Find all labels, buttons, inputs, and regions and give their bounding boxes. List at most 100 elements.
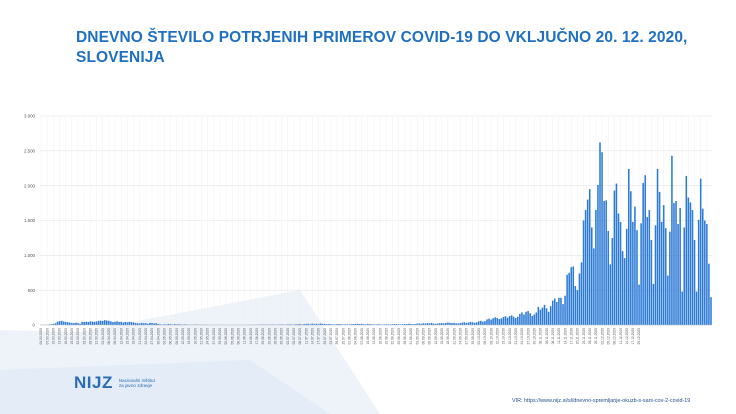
bar	[436, 323, 439, 325]
x-tick-label: 13.08.2020	[372, 328, 376, 345]
x-tick-label: 23.11.2020	[582, 328, 586, 344]
x-tick-label: 02.11.2020	[539, 328, 543, 344]
bar	[588, 189, 591, 325]
x-tick-label: 29.07.2020	[341, 328, 345, 345]
bar	[599, 142, 601, 325]
x-tick-label: 09.10.2020	[489, 328, 493, 345]
bar	[151, 323, 153, 325]
bar	[523, 314, 525, 325]
bar	[667, 275, 669, 325]
bar	[675, 200, 677, 325]
bar	[58, 321, 61, 325]
bar	[461, 322, 464, 325]
bar	[422, 323, 425, 325]
bar	[315, 323, 318, 325]
bar	[710, 297, 712, 325]
x-tick-label: 08.06.2020	[237, 328, 241, 345]
bar	[644, 175, 646, 325]
bar	[62, 321, 65, 325]
x-tick-label: 27.10.2020	[526, 328, 530, 345]
x-tick-label: 03.10.2020	[477, 328, 481, 345]
bar	[377, 324, 379, 325]
bar	[97, 320, 100, 325]
x-tick-label: 07.03.2020	[45, 328, 49, 345]
bar	[447, 322, 449, 325]
x-tick-label: 15.04.2020	[126, 328, 130, 345]
bar	[352, 324, 355, 325]
bar	[484, 321, 486, 325]
bar	[512, 316, 515, 325]
x-tick-label: 03.05.2020	[163, 328, 167, 345]
bar	[130, 322, 133, 325]
bar	[681, 291, 683, 325]
bar	[317, 324, 320, 325]
x-tick-label: 24.10.2020	[520, 328, 524, 345]
bar	[586, 199, 589, 325]
bar	[340, 324, 342, 325]
x-tick-label: 18.05.2020	[193, 328, 197, 345]
bar	[387, 324, 390, 325]
bar	[163, 324, 166, 325]
bar	[632, 221, 634, 325]
bar	[311, 323, 314, 325]
bar	[502, 316, 505, 325]
bar	[613, 190, 616, 325]
bar	[60, 320, 63, 325]
bar	[75, 322, 77, 325]
page-title: DNEVNO ŠTEVILO POTRJENIH PRIMEROV COVID-…	[76, 29, 688, 66]
bar	[549, 306, 552, 325]
x-tick-label: 26.07.2020	[335, 328, 339, 345]
bar	[443, 323, 445, 325]
bar	[428, 323, 431, 325]
bar	[459, 323, 462, 325]
bar	[463, 322, 466, 325]
bar	[650, 240, 653, 325]
bar	[519, 313, 521, 325]
source-note: VIR: https://www.nijz.si/sl/dnevno-sprem…	[512, 398, 691, 404]
bar	[671, 155, 673, 325]
bar	[348, 324, 351, 325]
bar	[85, 321, 88, 325]
bar	[52, 323, 55, 325]
bar	[169, 324, 172, 325]
bar	[93, 321, 96, 325]
bar	[467, 322, 470, 325]
bar	[393, 324, 396, 325]
bar	[615, 183, 618, 325]
bar	[167, 324, 170, 325]
bar	[486, 319, 488, 325]
bar	[418, 323, 420, 325]
bar	[406, 324, 408, 325]
x-tick-label: 30.04.2020	[156, 328, 160, 345]
bar	[475, 322, 478, 325]
bar	[410, 323, 412, 325]
x-tick-label: 04.03.2020	[39, 328, 43, 345]
x-tick-label: 20.06.2020	[261, 328, 265, 345]
bar	[77, 323, 79, 325]
bar	[338, 324, 340, 325]
bar	[116, 321, 118, 325]
x-tick-label: 15.05.2020	[187, 328, 191, 345]
x-tick-label: 28.08.2020	[403, 328, 407, 345]
bar	[118, 321, 120, 325]
x-tick-label: 10.08.2020	[366, 328, 370, 345]
bar	[147, 323, 149, 325]
bar	[480, 320, 482, 325]
bar	[354, 323, 357, 325]
bar	[601, 152, 603, 325]
bar	[356, 323, 359, 325]
bar	[662, 205, 665, 325]
bar	[471, 322, 474, 325]
bar	[103, 320, 106, 325]
bar	[327, 323, 330, 325]
bar	[597, 184, 599, 325]
bar	[584, 210, 587, 325]
x-tick-label: 20.07.2020	[323, 328, 327, 345]
x-tick-label: 12.10.2020	[495, 328, 499, 345]
bar	[309, 324, 312, 325]
bar	[71, 322, 73, 325]
bar	[397, 324, 400, 325]
bar	[399, 324, 402, 325]
bar	[383, 324, 386, 325]
x-tick-label: 02.07.2020	[286, 328, 290, 345]
